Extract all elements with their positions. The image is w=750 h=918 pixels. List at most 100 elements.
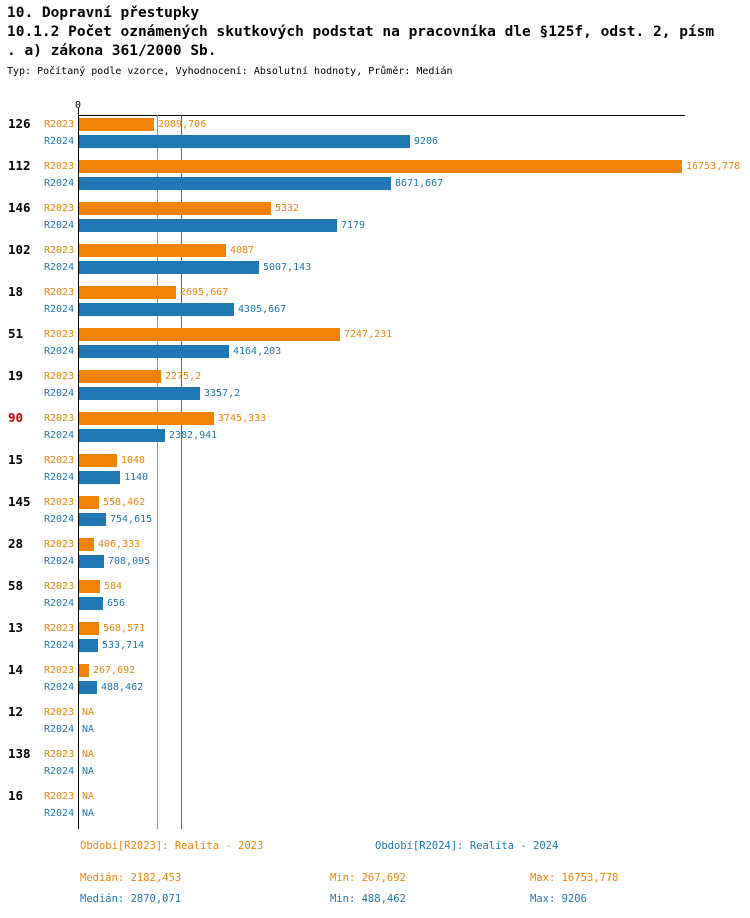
- series-label-r2023: R2023: [44, 539, 75, 550]
- series-label-r2024: R2024: [44, 472, 75, 483]
- series-label-r2023: R2023: [44, 413, 75, 424]
- category-label-112: 112: [8, 158, 31, 173]
- value-label-r2023: 2695,667: [180, 287, 229, 298]
- bar-r2023-112: [79, 160, 682, 173]
- stat-median-r2023: Medián: 2182,453: [80, 872, 182, 884]
- value-label-na-r2024: NA: [82, 808, 95, 819]
- value-label-r2023: 16753,778: [686, 161, 741, 172]
- bar-r2023-19: [79, 370, 161, 383]
- series-label-r2024: R2024: [44, 640, 75, 651]
- bar-r2024-58: [79, 597, 103, 610]
- value-label-r2024: 9206: [414, 136, 439, 147]
- value-label-r2023: 4087: [230, 245, 255, 256]
- category-label-18: 18: [8, 284, 24, 299]
- series-label-r2023: R2023: [44, 791, 75, 802]
- bar-r2023-15: [79, 454, 117, 467]
- value-label-na-r2023: NA: [82, 791, 95, 802]
- stat-median-r2024: Medián: 2870,071: [80, 893, 182, 905]
- page-title: 10. Dopravní přestupky: [7, 5, 200, 21]
- legend-r2023: Období[R2023]: Realita - 2023: [80, 840, 264, 852]
- series-label-r2024: R2024: [44, 682, 75, 693]
- value-label-r2024: 3357,2: [204, 388, 241, 399]
- series-label-r2024: R2024: [44, 346, 75, 357]
- category-label-28: 28: [8, 536, 24, 551]
- value-label-r2023: 2275,2: [165, 371, 202, 382]
- stat-max-r2024: Max: 9206: [530, 893, 587, 905]
- page-subtitle-line-2: . a) zákona 361/2000 Sb.: [7, 43, 217, 59]
- category-label-146: 146: [8, 200, 31, 215]
- value-label-r2024: 4305,667: [238, 304, 287, 315]
- value-label-r2024: 4164,203: [233, 346, 282, 357]
- bar-r2023-14: [79, 664, 89, 677]
- category-label-58: 58: [8, 578, 24, 593]
- value-label-na-r2023: NA: [82, 749, 95, 760]
- series-label-r2024: R2024: [44, 808, 75, 819]
- category-label-90: 90: [8, 410, 24, 425]
- value-label-r2024: 656: [107, 598, 126, 609]
- bar-r2024-15: [79, 471, 120, 484]
- bar-r2024-14: [79, 681, 97, 694]
- value-label-na-r2024: NA: [82, 724, 95, 735]
- value-label-na-r2023: NA: [82, 707, 95, 718]
- value-label-na-r2024: NA: [82, 766, 95, 777]
- value-label-r2024: 7179: [341, 220, 366, 231]
- bar-r2023-58: [79, 580, 100, 593]
- bar-r2024-126: [79, 135, 410, 148]
- value-label-r2023: 568,571: [103, 623, 146, 634]
- category-label-12: 12: [8, 704, 24, 719]
- category-label-16: 16: [8, 788, 24, 803]
- value-label-r2023: 7247,231: [344, 329, 393, 340]
- series-label-r2024: R2024: [44, 766, 75, 777]
- series-label-r2024: R2024: [44, 136, 75, 147]
- bar-r2023-90: [79, 412, 214, 425]
- bar-r2024-28: [79, 555, 104, 568]
- category-label-138: 138: [8, 746, 31, 761]
- bar-r2024-102: [79, 261, 259, 274]
- series-label-r2024: R2024: [44, 430, 75, 441]
- bar-r2023-51: [79, 328, 340, 341]
- median-line-r2023: [157, 115, 158, 829]
- bar-r2024-51: [79, 345, 229, 358]
- bar-r2023-102: [79, 244, 226, 257]
- category-label-51: 51: [8, 326, 24, 341]
- legend-r2024: Období[R2024]: Realita - 2024: [375, 840, 559, 852]
- bar-r2024-19: [79, 387, 200, 400]
- series-label-r2023: R2023: [44, 497, 75, 508]
- bar-r2023-18: [79, 286, 176, 299]
- bar-r2024-112: [79, 177, 391, 190]
- page-subtitle-line-1: 10.1.2 Počet oznámených skutkových podst…: [7, 24, 715, 40]
- bar-r2024-146: [79, 219, 337, 232]
- series-label-r2023: R2023: [44, 623, 75, 634]
- value-label-r2023: 406,333: [98, 539, 141, 550]
- value-label-r2023: 1048: [121, 455, 146, 466]
- series-label-r2023: R2023: [44, 329, 75, 340]
- series-label-r2023: R2023: [44, 665, 75, 676]
- category-label-126: 126: [8, 116, 31, 131]
- value-label-r2024: 5007,143: [263, 262, 312, 273]
- bar-r2023-145: [79, 496, 99, 509]
- stat-max-r2023: Max: 16753,778: [530, 872, 619, 884]
- y-axis-line: [78, 108, 79, 829]
- series-label-r2024: R2024: [44, 724, 75, 735]
- category-label-145: 145: [8, 494, 31, 509]
- bar-r2023-146: [79, 202, 271, 215]
- value-label-r2023: 3745,333: [218, 413, 267, 424]
- series-label-r2023: R2023: [44, 371, 75, 382]
- value-label-r2024: 488,462: [101, 682, 144, 693]
- series-label-r2023: R2023: [44, 287, 75, 298]
- bar-r2024-90: [79, 429, 165, 442]
- x-axis-line: [78, 115, 685, 116]
- value-label-r2023: 558,462: [103, 497, 146, 508]
- series-label-r2024: R2024: [44, 388, 75, 399]
- category-label-13: 13: [8, 620, 24, 635]
- value-label-r2023: 5332: [275, 203, 300, 214]
- series-label-r2023: R2023: [44, 245, 75, 256]
- category-label-14: 14: [8, 662, 24, 677]
- series-label-r2023: R2023: [44, 203, 75, 214]
- chart-meta: Typ: Počítaný podle vzorce, Vyhodnocení:…: [7, 66, 453, 77]
- bar-r2024-18: [79, 303, 234, 316]
- series-label-r2023: R2023: [44, 455, 75, 466]
- series-label-r2024: R2024: [44, 304, 75, 315]
- median-line-r2024: [181, 115, 182, 829]
